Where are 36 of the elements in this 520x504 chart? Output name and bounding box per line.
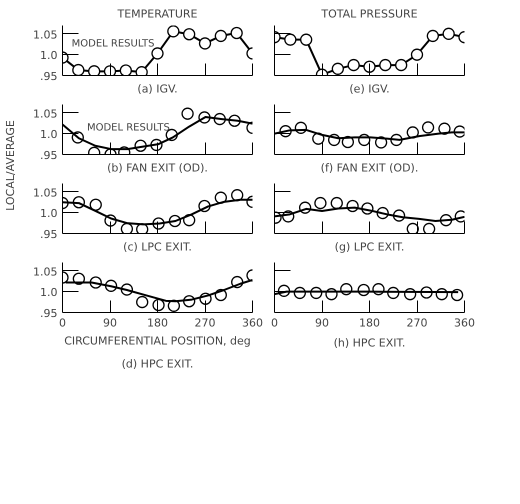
text: (f) FAN EXIT (OD). (320, 162, 418, 174)
text: (e) IGV. (349, 82, 390, 96)
y-tick-label: 1.05 (33, 265, 58, 278)
x-tick-label: 270 (194, 316, 216, 330)
y-tick-label: .95 (40, 228, 58, 241)
x-tick-label: 270 (406, 316, 428, 330)
annotation: MODEL RESULTS (86, 122, 170, 134)
text: (d) HPC EXIT. (122, 358, 194, 370)
x-tick-label: 180 (359, 316, 380, 330)
y-tick-label: 1.05 (33, 28, 58, 42)
y-tick-label: 1.0 (40, 128, 58, 142)
x-tick-label: 360 (454, 316, 475, 330)
x-tick-label: 0 (59, 316, 66, 330)
x-axis-title: CIRCUMFERENTIAL POSITION, deg (64, 334, 251, 348)
y-tick-label: 1.05 (33, 107, 58, 120)
text: (b) FAN EXIT (OD). (107, 162, 208, 174)
text: TOTAL PRESSURE (320, 8, 418, 20)
x-tick-label: 0 (271, 316, 278, 330)
y-tick-label: 1.0 (40, 49, 58, 62)
y-tick-label: 1.05 (33, 186, 58, 200)
x-tick-label: 360 (242, 316, 263, 330)
y-tick-label: 1.0 (40, 286, 58, 300)
x-tick-label: 180 (147, 316, 168, 330)
text: (a) IGV. (137, 82, 178, 96)
y-axis-title: LOCAL/AVERAGE (4, 120, 17, 211)
text: (h) HPC EXIT. (334, 336, 406, 350)
y-tick-label: .95 (40, 70, 58, 83)
x-tick-label: 90 (103, 316, 117, 330)
y-tick-label: .95 (40, 149, 58, 162)
y-tick-label: .95 (40, 307, 58, 320)
x-tick-label: 90 (315, 316, 329, 330)
annotation: MODEL RESULTS (72, 38, 155, 50)
text: TEMPERATURE (116, 8, 198, 20)
text: (c) LPC EXIT. (123, 240, 192, 254)
y-tick-label: 1.0 (40, 207, 58, 220)
text: (g) LPC EXIT. (334, 240, 404, 254)
